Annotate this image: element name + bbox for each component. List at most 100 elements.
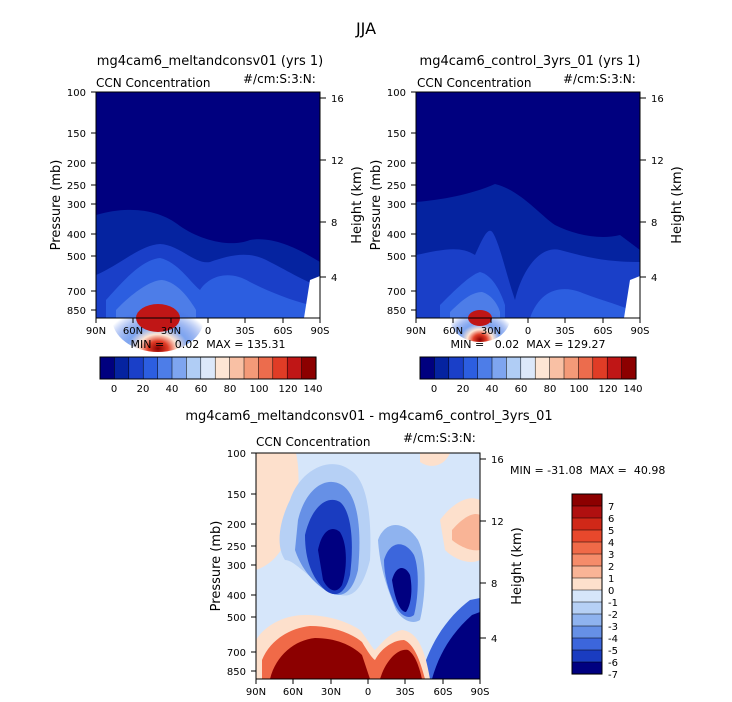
panel-1-colorbar-tick: 140 <box>303 384 322 395</box>
panel-3-ylabel-right: Height (km) <box>510 527 525 604</box>
panel-3-x-tick: 60N <box>283 687 303 698</box>
panel-2-x-tick: 60N <box>443 326 463 337</box>
panel-2-y-tick-right: 16 <box>651 94 664 105</box>
colorbar-swatch <box>286 356 303 380</box>
panel-3-y-tick: 200 <box>227 520 246 531</box>
panel-3-y-tick-right: 4 <box>491 634 497 645</box>
panel-1-colorbar-tick: 100 <box>249 384 268 395</box>
panel-1-y-tick: 200 <box>67 159 86 170</box>
panel-2: mg4cam6_control_3yrs_01 (yrs 1) CCN Conc… <box>369 54 685 395</box>
panel-2-y-tick-right: 12 <box>651 156 664 167</box>
panel-1-colorbar: 0 20 40 60 80 100 120 140 <box>99 356 323 395</box>
panel-1-y-tick: 400 <box>67 230 86 241</box>
colorbar-swatch <box>434 356 450 380</box>
panel-3-x-tick: 30S <box>395 687 414 698</box>
panel-1-y-tick-right: 12 <box>331 156 344 167</box>
panel-2-y-tick: 100 <box>387 88 406 99</box>
panel-2-y-tick-right: 8 <box>651 218 657 229</box>
panel-1-right-label: #/cm:S:3:N: <box>243 72 316 86</box>
panel-1-x-tick: 90S <box>310 326 329 337</box>
colorbar-swatch <box>214 356 231 380</box>
colorbar-swatch <box>571 553 603 567</box>
panel-1-colorbar-tick: 80 <box>224 384 237 395</box>
panel-3-colorbar-tick: 0 <box>608 586 614 597</box>
colorbar-swatch <box>571 589 603 603</box>
panel-2-y-tick: 700 <box>387 287 406 298</box>
panel-2-y-ticks-right: 16 12 8 4 <box>651 94 664 284</box>
colorbar-swatch <box>186 356 202 380</box>
panel-3-y-ticks-right: 16 12 8 4 <box>491 455 504 645</box>
colorbar-swatch <box>571 625 603 639</box>
colorbar-swatch <box>571 613 603 627</box>
panel-3-y-tick-right: 8 <box>491 579 497 590</box>
panel-2-x-tick: 60S <box>593 326 612 337</box>
panel-2-y-tick: 200 <box>387 159 406 170</box>
panel-1-y-tick: 150 <box>67 129 86 140</box>
colorbar-swatch <box>571 565 603 579</box>
panel-1-colorbar-tick: 60 <box>195 384 208 395</box>
colorbar-swatch <box>571 493 603 507</box>
panel-1-plot-area <box>95 91 321 352</box>
panel-3-colorbar-tick: 1 <box>608 574 614 585</box>
colorbar-swatch <box>272 356 288 380</box>
panel-3-colorbar-tick: 6 <box>608 514 614 525</box>
panel-3-colorbar-tick: -2 <box>608 610 618 621</box>
colorbar-swatch <box>563 356 579 380</box>
panel-3-y-tick: 850 <box>227 667 246 678</box>
panel-2-y-tick: 850 <box>387 306 406 317</box>
panel-1-colorbar-tick: 20 <box>137 384 150 395</box>
panel-3-colorbar-tick: -1 <box>608 598 618 609</box>
panel-1-y-tick-right: 4 <box>331 273 337 284</box>
colorbar-swatch <box>243 356 259 380</box>
panel-3-x-tick: 60S <box>433 687 452 698</box>
panel-3-colorbar-tick: -7 <box>608 670 618 681</box>
colorbar-swatch <box>477 356 493 380</box>
panel-2-ylabel: Pressure (mb) <box>369 160 384 251</box>
panel-3-y-tick: 700 <box>227 648 246 659</box>
colorbar-swatch <box>571 601 603 615</box>
panel-3-colorbar: 7 6 5 4 3 2 1 0 -1 -2 -3 -4 -5 -6 -7 <box>571 493 618 681</box>
panel-1-y-tick: 100 <box>67 88 86 99</box>
panel-3-x-tick: 90S <box>470 687 489 698</box>
colorbar-swatch <box>621 356 637 380</box>
colorbar-swatch <box>571 517 603 531</box>
panel-2-colorbar-tick: 140 <box>623 384 642 395</box>
panel-2-colorbar-tick: 60 <box>515 384 528 395</box>
colorbar-swatch <box>229 356 245 380</box>
panel-2-y-ticks: 100 150 200 250 300 400 500 700 850 <box>387 88 406 317</box>
colorbar-swatch <box>142 356 159 380</box>
panel-1-y-tick: 700 <box>67 287 86 298</box>
panel-1-colorbar-tick: 0 <box>111 384 117 395</box>
panel-2-y-tick: 250 <box>387 181 406 192</box>
colorbar-swatch <box>549 356 565 380</box>
panel-3-y-ticks: 100 150 200 250 300 400 500 700 850 <box>227 449 246 678</box>
panel-3-x-tick: 30N <box>321 687 341 698</box>
panel-3-y-tick: 500 <box>227 613 246 624</box>
panel-3-colorbar-tick: -5 <box>608 646 618 657</box>
panel-3-x-tick: 0 <box>365 687 371 698</box>
panel-2-colorbar-tick: 80 <box>544 384 557 395</box>
panel-2-right-label: #/cm:S:3:N: <box>563 72 636 86</box>
panel-2-ylabel-right: Height (km) <box>670 166 685 243</box>
colorbar-swatch <box>200 356 216 380</box>
colorbar-swatch <box>258 356 274 380</box>
colorbar-swatch <box>128 356 144 380</box>
panel-1-stats: MIN = 0.02 MAX = 135.31 <box>131 338 286 351</box>
panel-1-x-tick: 30N <box>161 326 181 337</box>
panel-3-y-tick-right: 16 <box>491 455 504 466</box>
panel-3-colorbar-tick: -4 <box>608 634 618 645</box>
panel-1-y-tick: 850 <box>67 306 86 317</box>
panel-1-x-tick: 0 <box>205 326 211 337</box>
panel-2-colorbar-tick: 0 <box>431 384 437 395</box>
panel-3-plot-area <box>255 452 481 680</box>
panel-2-stats: MIN = 0.02 MAX = 129.27 <box>451 338 606 351</box>
panel-2-left-label: CCN Concentration <box>417 76 531 90</box>
panel-1-y-tick: 250 <box>67 181 86 192</box>
panel-2-y-tick: 400 <box>387 230 406 241</box>
panel-2-x-ticks: 90N 60N 30N 0 30S 60S 90S <box>406 326 650 337</box>
panel-3-colorbar-tick: -3 <box>608 622 618 633</box>
panel-1-y-ticks: 100 150 200 250 300 400 500 700 850 <box>67 88 86 317</box>
panel-1-title: mg4cam6_meltandconsv01 (yrs 1) <box>97 54 323 69</box>
colorbar-swatch <box>571 649 603 663</box>
